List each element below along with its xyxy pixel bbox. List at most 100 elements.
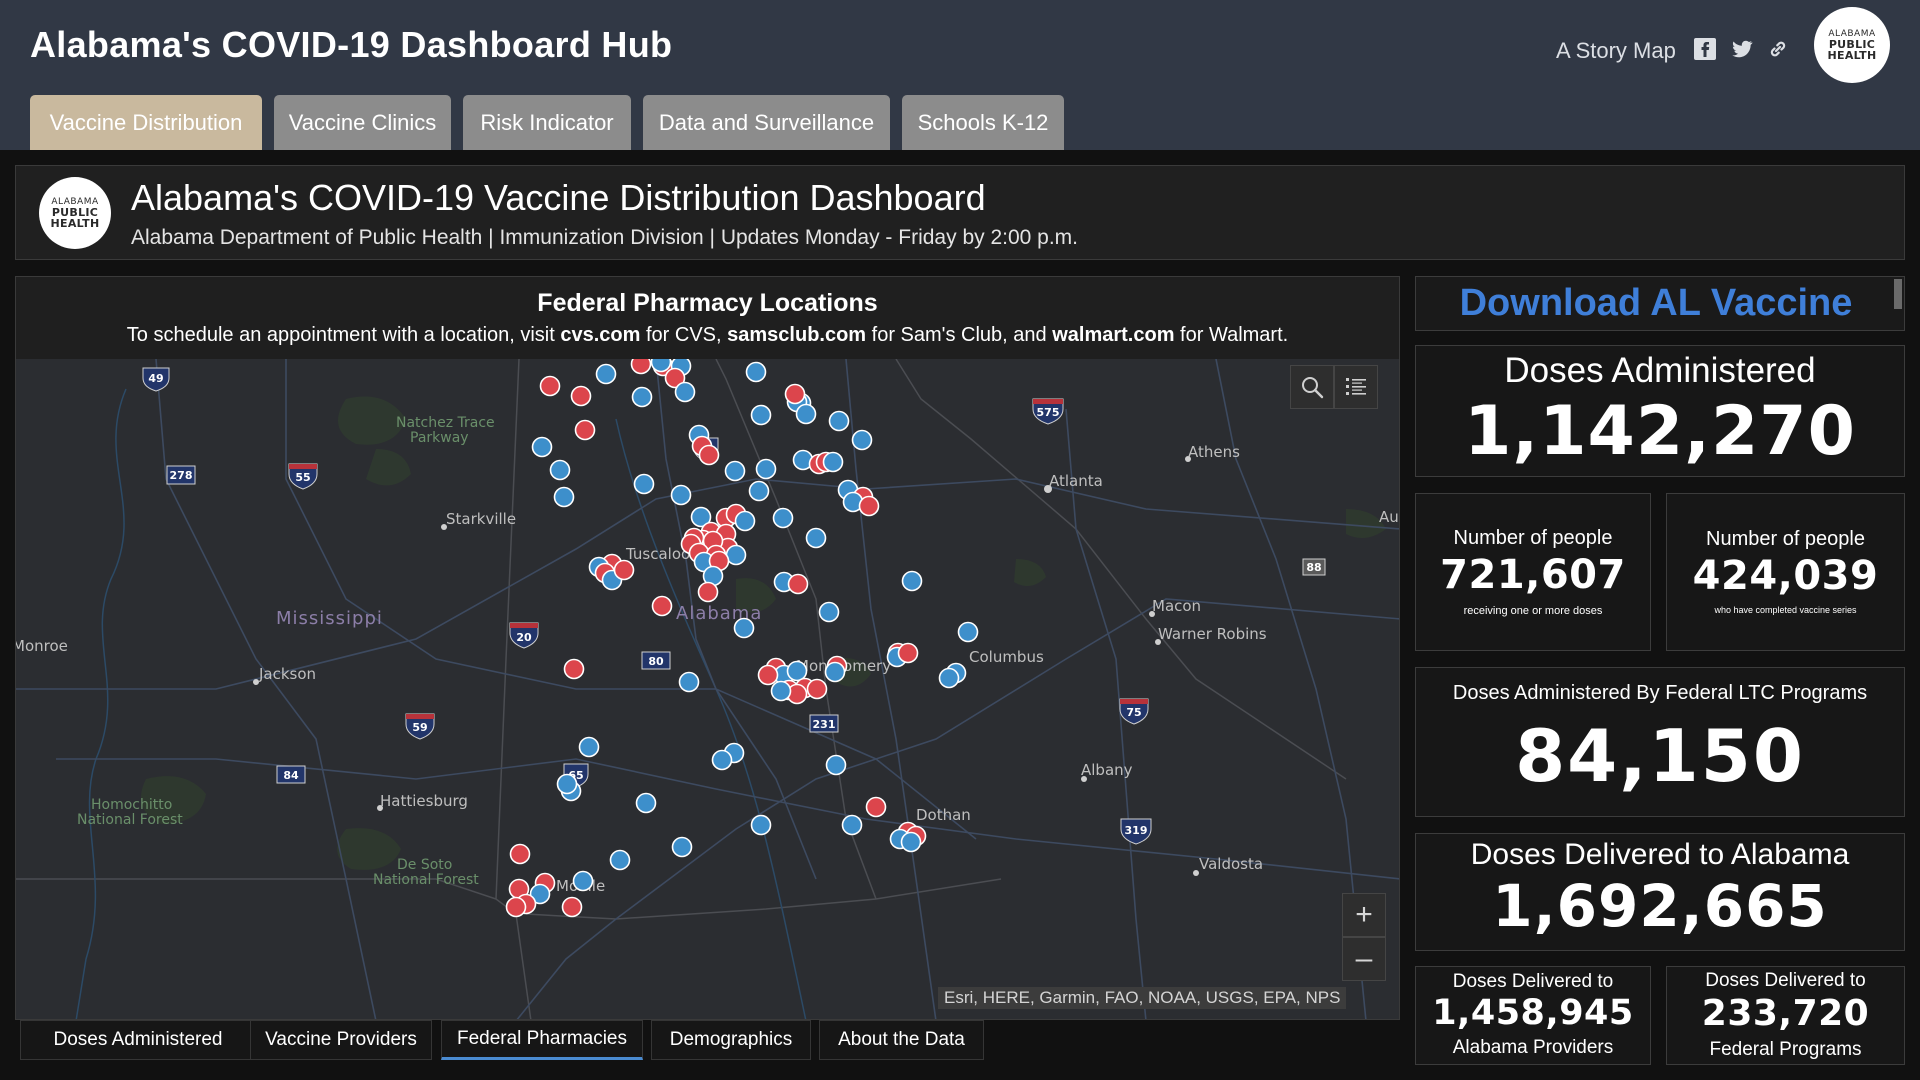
pharmacy-marker-red[interactable] <box>505 896 527 918</box>
pharmacy-marker-blue[interactable] <box>755 458 777 480</box>
scrollbar[interactable] <box>1894 279 1902 309</box>
pharmacy-marker-blue[interactable] <box>748 480 770 502</box>
pharmacy-marker-red[interactable] <box>865 796 887 818</box>
pharmacy-marker-red[interactable] <box>509 843 531 865</box>
pharmacy-marker-red[interactable] <box>858 495 880 517</box>
pharmacy-marker-blue[interactable] <box>531 436 553 458</box>
facebook-icon[interactable] <box>1693 37 1717 61</box>
pharmacy-marker-red[interactable] <box>651 595 673 617</box>
pharmacy-marker-blue[interactable] <box>578 736 600 758</box>
pharmacy-marker-blue[interactable] <box>750 404 772 426</box>
route-319-shield: 319 <box>1120 818 1152 845</box>
pharmacy-marker-red[interactable] <box>787 573 809 595</box>
bottom-tab-about-the-data[interactable]: About the Data <box>819 1020 984 1060</box>
pharmacy-marker-red[interactable] <box>613 559 635 581</box>
pharmacy-marker-blue[interactable] <box>609 849 631 871</box>
pharmacy-marker-blue[interactable] <box>786 660 808 682</box>
pharmacy-marker-blue[interactable] <box>572 870 594 892</box>
pharmacy-marker-blue[interactable] <box>724 460 746 482</box>
map-search-button[interactable] <box>1290 365 1334 409</box>
pharmacy-marker-blue[interactable] <box>901 570 923 592</box>
bottom-tab-doses-administered[interactable]: Doses Administered <box>20 1020 256 1060</box>
twitter-icon[interactable] <box>1730 37 1754 61</box>
pharmacy-marker-blue[interactable] <box>745 361 767 383</box>
pharmacy-marker-blue[interactable] <box>725 544 747 566</box>
pharmacy-marker-blue[interactable] <box>711 749 733 771</box>
pharmacy-marker-red[interactable] <box>757 664 779 686</box>
pharmacy-marker-red[interactable] <box>806 678 828 700</box>
svg-text:319: 319 <box>1125 824 1148 837</box>
zoom-out-button[interactable]: – <box>1342 937 1386 981</box>
pharmacy-marker-blue[interactable] <box>670 484 692 506</box>
pharmacy-marker-red[interactable] <box>574 419 596 441</box>
tab-vaccine-clinics[interactable]: Vaccine Clinics <box>274 95 451 150</box>
download-al-vaccine-link[interactable]: Download AL Vaccine <box>1459 282 1853 324</box>
pharmacy-marker-blue[interactable] <box>795 403 817 425</box>
dashboard-title: Alabama's COVID-19 Vaccine Distribution … <box>131 177 986 218</box>
svg-text:20: 20 <box>516 631 532 644</box>
bottom-tab-federal-pharmacies[interactable]: Federal Pharmacies <box>441 1020 643 1060</box>
pharmacy-marker-blue[interactable] <box>633 473 655 495</box>
zoom-in-button[interactable]: + <box>1342 893 1386 937</box>
pharmacy-marker-blue[interactable] <box>733 617 755 639</box>
pharmacy-marker-red[interactable] <box>697 581 719 603</box>
pharmacy-marker-blue[interactable] <box>635 792 657 814</box>
pharmacy-map[interactable]: Natchez Trace Parkway Athens Atlanta Sta… <box>16 359 1399 1019</box>
pharmacy-marker-blue[interactable] <box>772 507 794 529</box>
pharmacy-marker-red[interactable] <box>630 359 652 375</box>
map-legend-button[interactable] <box>1334 365 1378 409</box>
pharmacy-marker-blue[interactable] <box>805 527 827 549</box>
tab-schools-k12[interactable]: Schools K-12 <box>902 95 1064 150</box>
cvs-link[interactable]: cvs.com <box>560 324 641 346</box>
pharmacy-marker-red[interactable] <box>784 383 806 405</box>
pharmacy-marker-blue[interactable] <box>671 836 693 858</box>
pharmacy-marker-blue[interactable] <box>938 667 960 689</box>
pharmacy-marker-blue[interactable] <box>851 429 873 451</box>
pharmacy-marker-blue[interactable] <box>824 661 846 683</box>
pharmacy-marker-blue[interactable] <box>690 506 712 528</box>
tab-vaccine-distribution[interactable]: Vaccine Distribution <box>30 95 262 150</box>
pharmacy-marker-blue[interactable] <box>631 386 653 408</box>
pharmacy-marker-red[interactable] <box>563 658 585 680</box>
tab-risk-indicator[interactable]: Risk Indicator <box>463 95 631 150</box>
parkway-label: Parkway <box>410 430 469 446</box>
de-soto-forest-label: National Forest <box>373 872 479 888</box>
download-card[interactable]: Download AL Vaccine <box>1415 276 1905 331</box>
link-icon[interactable] <box>1766 37 1790 61</box>
pharmacy-marker-red[interactable] <box>570 385 592 407</box>
pharmacy-marker-blue[interactable] <box>818 601 840 623</box>
pharmacy-marker-blue[interactable] <box>678 671 700 693</box>
samsclub-link[interactable]: samsclub.com <box>727 324 867 346</box>
pharmacy-marker-blue[interactable] <box>549 459 571 481</box>
pharmacy-marker-blue[interactable] <box>734 510 756 532</box>
pharmacy-marker-red[interactable] <box>539 375 561 397</box>
pharmacy-marker-blue[interactable] <box>650 359 672 373</box>
pharmacy-marker-blue[interactable] <box>822 451 844 473</box>
valdosta-label: Valdosta <box>1199 855 1263 873</box>
pharmacy-marker-blue[interactable] <box>750 814 772 836</box>
pharmacy-marker-blue[interactable] <box>828 410 850 432</box>
pharmacy-marker-blue[interactable] <box>900 831 922 853</box>
delivered-providers-value: 1,458,945 <box>1432 993 1634 1033</box>
pharmacy-marker-blue[interactable] <box>553 486 575 508</box>
pharmacy-marker-blue[interactable] <box>957 621 979 643</box>
bottom-tab-demographics[interactable]: Demographics <box>651 1020 811 1060</box>
pharmacy-marker-blue[interactable] <box>770 680 792 702</box>
pharmacy-marker-red[interactable] <box>897 642 919 664</box>
tab-data-and-surveillance[interactable]: Data and Surveillance <box>643 95 890 150</box>
pharmacy-marker-blue[interactable] <box>529 883 551 905</box>
walmart-link[interactable]: walmart.com <box>1052 324 1175 346</box>
pharmacy-markers[interactable] <box>505 359 979 918</box>
pharmacy-marker-red[interactable] <box>561 896 583 918</box>
pharmacy-marker-blue[interactable] <box>556 773 578 795</box>
pharmacy-marker-red[interactable] <box>664 367 686 389</box>
federal-ltc-card: Doses Administered By Federal LTC Progra… <box>1415 667 1905 817</box>
pharmacy-marker-red[interactable] <box>698 444 720 466</box>
bottom-tab-vaccine-providers[interactable]: Vaccine Providers <box>250 1020 432 1060</box>
pharmacy-marker-blue[interactable] <box>825 754 847 776</box>
pharmacy-marker-blue[interactable] <box>674 381 696 403</box>
people-one-dose-label: Number of people <box>1453 527 1613 549</box>
warner-robins-label: Warner Robins <box>1158 625 1267 643</box>
pharmacy-marker-blue[interactable] <box>595 363 617 385</box>
pharmacy-marker-blue[interactable] <box>841 814 863 836</box>
